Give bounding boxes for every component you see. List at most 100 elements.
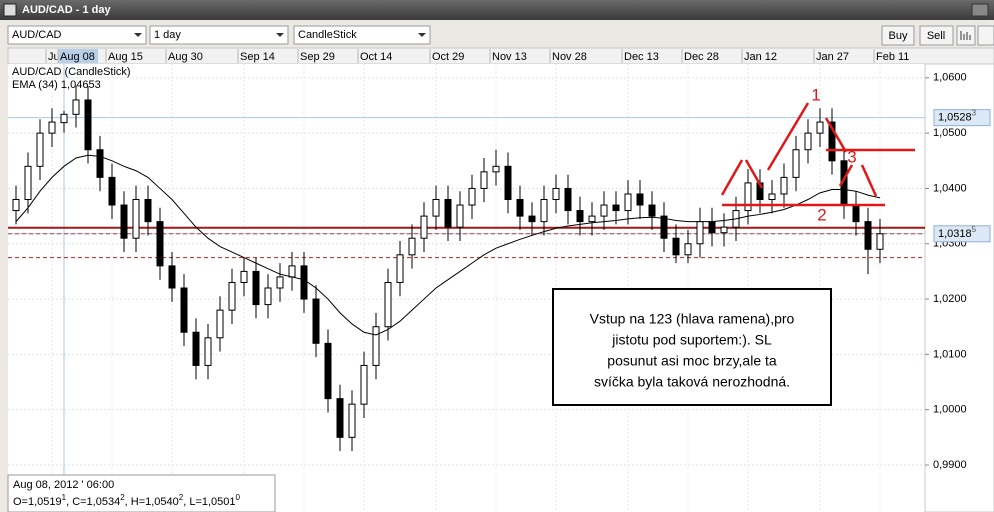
sell-label: Sell	[927, 30, 945, 42]
candle-body	[876, 233, 884, 250]
x-tick-label: Aug 30	[168, 51, 203, 63]
candle-body	[432, 199, 440, 217]
date-highlight	[58, 49, 98, 63]
candle-body	[612, 204, 620, 212]
candle-body	[228, 281, 236, 311]
y-tick-label: 1,0200	[933, 293, 967, 305]
candle-body	[660, 215, 668, 239]
x-tick-label: Oct 29	[432, 51, 464, 63]
sell-button[interactable]	[919, 25, 954, 46]
tool-button[interactable]	[977, 25, 994, 46]
candle-body	[864, 221, 872, 250]
candle-body	[288, 265, 296, 278]
y-tick-label: 1,0100	[933, 348, 967, 360]
candle-body	[312, 298, 320, 344]
candle-body	[564, 187, 572, 212]
candle-body	[708, 221, 716, 234]
candle-body	[480, 171, 488, 189]
price-value: 1,0528	[938, 112, 972, 124]
candle-body	[696, 221, 704, 245]
candle-body	[84, 99, 92, 151]
candle-body	[324, 342, 332, 400]
candle-body	[816, 121, 824, 134]
candle-body	[720, 226, 728, 234]
candle-body	[420, 215, 428, 239]
candle-body	[72, 99, 80, 115]
candle-body	[468, 187, 476, 206]
style-value: CandleStick	[298, 29, 357, 41]
candle-body	[264, 287, 272, 306]
x-tick-label: Dec 28	[684, 51, 719, 63]
trend-line	[860, 164, 878, 197]
symbol-value: AUD/CAD	[12, 29, 62, 41]
y-tick-label: 1,0600	[933, 72, 967, 84]
candle-body	[156, 221, 164, 267]
dropdown-arrow	[418, 33, 426, 37]
candle-body	[168, 265, 176, 289]
candle-body	[780, 176, 788, 195]
y-tick-label: 1,0500	[933, 127, 967, 139]
ohlc-value: , H=1,0540	[125, 496, 179, 508]
x-tick-label: Aug 08	[60, 51, 95, 63]
candle-body	[516, 199, 524, 217]
candle-body	[348, 403, 356, 438]
candle-body	[636, 193, 644, 206]
x-tick-label: Aug 15	[108, 51, 143, 63]
symbol-select[interactable]	[7, 25, 147, 45]
window-title: AUD/CAD - 1 day	[22, 4, 112, 16]
note-line: Vstup na 123 (hlava ramena),pro	[590, 311, 795, 327]
annotation: 1	[811, 85, 820, 104]
price-marker-label: 1,05283	[938, 108, 977, 123]
candle-body	[552, 187, 560, 201]
note-line: jistotu pod suportem:). SL	[611, 332, 772, 348]
note-line: svíčka byla taková nerozhodná.	[594, 374, 790, 390]
candle-body	[768, 193, 776, 201]
tool-button[interactable]	[956, 25, 976, 46]
candle-body	[216, 309, 224, 339]
candle-body	[300, 265, 308, 300]
price-marker-label: 1,03185	[938, 224, 977, 239]
candle-body	[744, 182, 752, 212]
x-tick-label: Nov 13	[492, 51, 527, 63]
candle-body	[180, 287, 188, 333]
trend-line	[744, 159, 764, 189]
candle-body	[528, 215, 536, 223]
candle-body	[240, 270, 248, 283]
price-axis	[924, 63, 994, 512]
title-bar	[0, 0, 994, 20]
price-sup: 5	[972, 224, 977, 233]
candle-body	[36, 132, 44, 167]
candle-body	[684, 243, 692, 256]
candle-body	[48, 121, 56, 134]
x-tick-label: Ju	[48, 51, 60, 63]
trend-line	[766, 102, 810, 171]
x-tick-label: Nov 28	[552, 51, 587, 63]
window-button[interactable]	[971, 3, 989, 17]
candle-body	[276, 276, 284, 289]
price-sup: 3	[972, 108, 977, 117]
candle-body	[396, 254, 404, 283]
ohlc-sup: 2	[179, 493, 184, 502]
candle-body	[384, 281, 392, 328]
candle-body	[108, 176, 116, 206]
candle-body	[360, 364, 368, 405]
candle-body	[672, 237, 680, 256]
price-marker	[933, 225, 991, 243]
y-tick-label: 0,9900	[933, 459, 967, 471]
ohlc-sup: 1	[62, 493, 67, 502]
app-icon	[3, 3, 17, 17]
x-tick-label: Dec 13	[624, 51, 659, 63]
candle-body	[60, 113, 68, 124]
pattern-drawings	[720, 102, 915, 207]
buy-button[interactable]	[881, 25, 915, 46]
ema-name: EMA (34)	[12, 79, 58, 91]
trend-line	[824, 117, 848, 153]
period-select[interactable]	[149, 25, 289, 45]
style-select[interactable]	[293, 25, 431, 45]
candle-body	[24, 165, 32, 201]
candle-body	[792, 149, 800, 178]
candle-body	[804, 132, 812, 151]
ohlc-value: , L=1,0501	[183, 496, 235, 508]
note-line: posunut asi moc brzy,ale ta	[607, 353, 777, 369]
